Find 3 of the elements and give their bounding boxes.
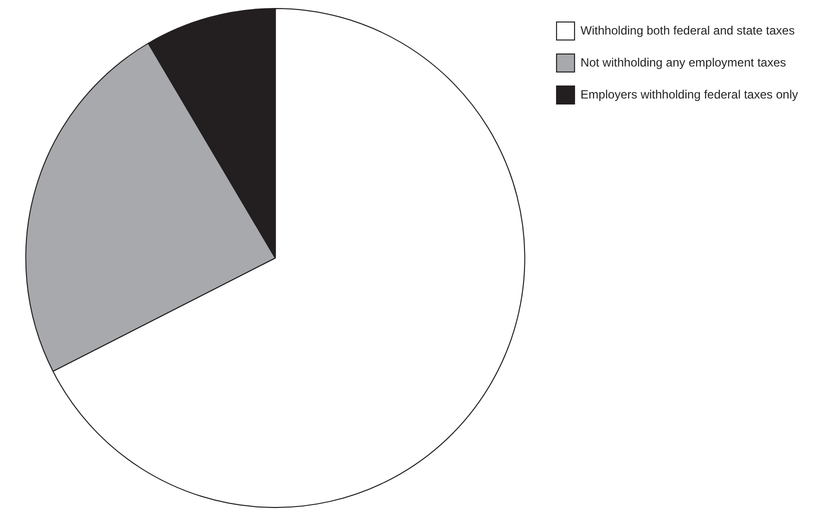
legend-label: Withholding both federal and state taxes [580, 23, 795, 38]
legend-label: Not withholding any employment taxes [580, 55, 786, 70]
legend-label: Employers withholding federal taxes only [580, 87, 798, 102]
